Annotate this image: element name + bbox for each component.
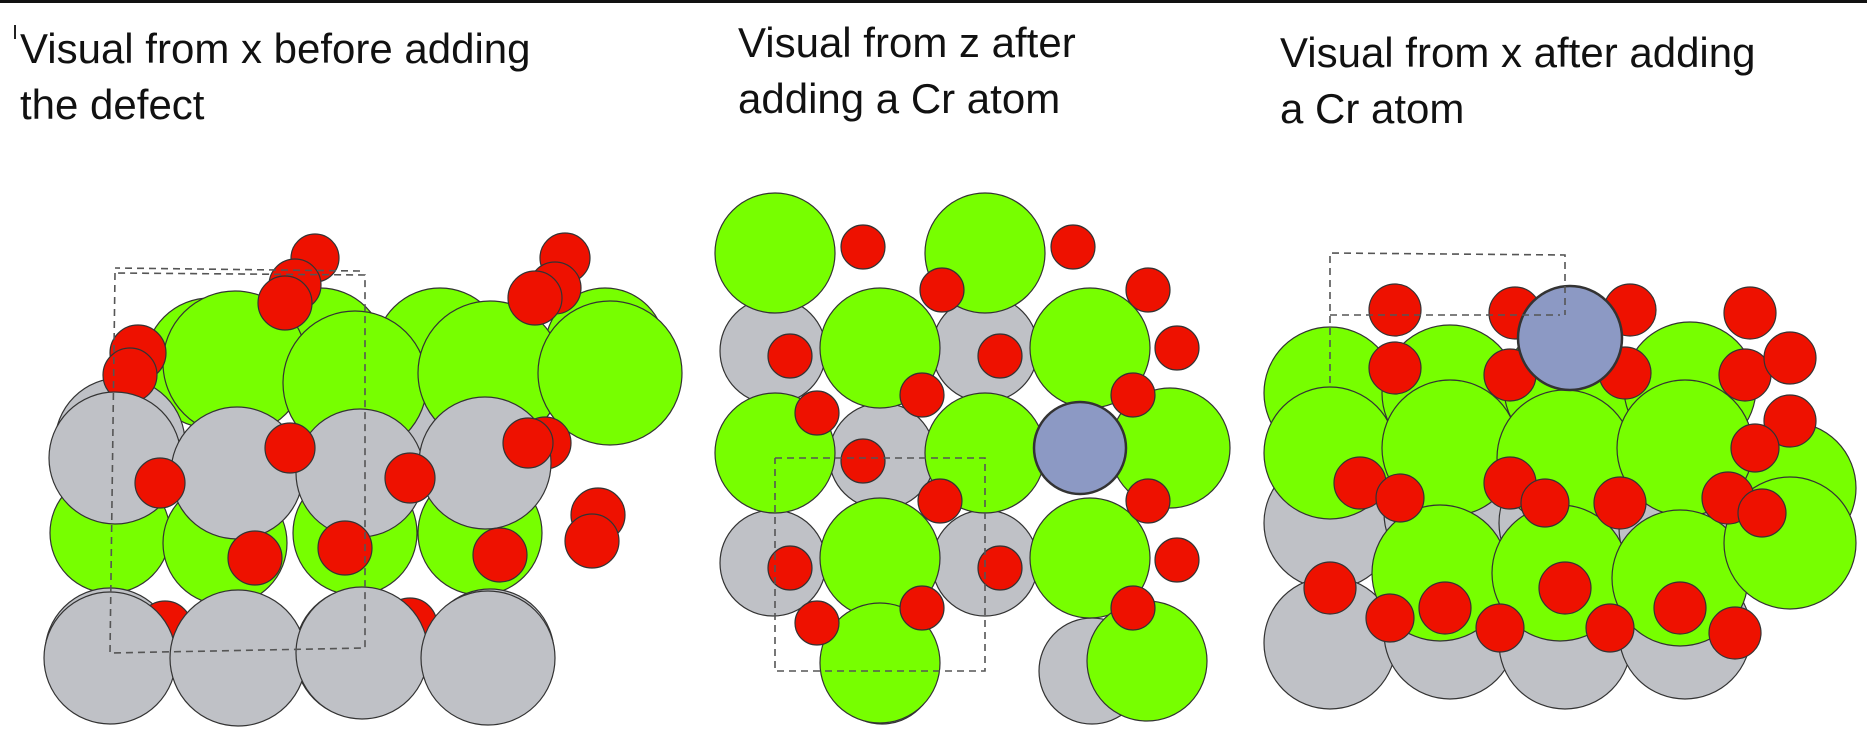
- red-atom: [472, 527, 528, 583]
- red-atom: [1154, 325, 1200, 371]
- red-atom: [257, 275, 313, 331]
- red-atom: [1730, 423, 1780, 473]
- red-atom: [1737, 488, 1787, 538]
- red-atom: [1368, 283, 1422, 337]
- panel-3-atom-model: [1263, 252, 1857, 710]
- red-atom: [977, 333, 1023, 379]
- grey-atom: [295, 586, 429, 720]
- red-atom: [1585, 603, 1635, 653]
- red-atom: [1763, 331, 1817, 385]
- red-atom: [1475, 603, 1525, 653]
- red-atom: [384, 452, 436, 504]
- red-atom: [919, 267, 965, 313]
- red-atom: [794, 390, 840, 436]
- red-atom: [767, 545, 813, 591]
- red-atom: [1418, 581, 1472, 635]
- panel-2-atom-model: [714, 192, 1231, 725]
- red-atom: [840, 224, 886, 270]
- green-atom: [537, 300, 683, 446]
- red-atom: [1110, 372, 1156, 418]
- red-atom: [264, 422, 316, 474]
- unit-cell-outline: [774, 457, 986, 672]
- cr-atom: [1516, 284, 1624, 392]
- green-atom: [1029, 497, 1151, 619]
- unit-cell-outline: [1329, 252, 1566, 383]
- red-atom: [507, 270, 563, 326]
- red-atom: [1520, 478, 1570, 528]
- red-atom: [1303, 561, 1357, 615]
- grey-atom: [420, 590, 556, 726]
- red-atom: [1050, 224, 1096, 270]
- unit-cell-outline: [114, 267, 361, 272]
- red-atom: [1718, 348, 1772, 402]
- grey-atom: [169, 589, 307, 727]
- red-atom: [899, 372, 945, 418]
- red-atom: [1723, 286, 1777, 340]
- red-atom: [794, 600, 840, 646]
- red-atom: [1708, 606, 1762, 660]
- red-atom: [564, 513, 620, 569]
- panel-1-atom-model: [43, 232, 683, 727]
- red-atom: [1110, 585, 1156, 631]
- red-atom: [767, 333, 813, 379]
- red-atom: [1375, 473, 1425, 523]
- red-atom: [1125, 478, 1171, 524]
- green-atom: [714, 192, 836, 314]
- red-atom: [1365, 593, 1415, 643]
- panel-2-caption: Visual from z after adding a Cr atom: [738, 19, 1076, 122]
- red-atom: [134, 457, 186, 509]
- red-atom: [977, 545, 1023, 591]
- corner-tick-mark: [14, 25, 16, 39]
- red-atom: [1154, 537, 1200, 583]
- red-atom: [1763, 394, 1817, 448]
- red-atom: [502, 417, 554, 469]
- atomic-structure-scene: [43, 192, 1857, 727]
- red-atom: [840, 438, 886, 484]
- unit-cell-outline: [109, 272, 366, 654]
- green-atom: [819, 602, 941, 724]
- red-atom: [1368, 341, 1422, 395]
- cr-atom: [1032, 400, 1128, 496]
- red-atom: [1653, 581, 1707, 635]
- red-atom: [1593, 476, 1647, 530]
- red-atom: [317, 520, 373, 576]
- red-atom: [1125, 267, 1171, 313]
- red-atom: [917, 478, 963, 524]
- red-atom: [227, 530, 283, 586]
- panel-1-caption: Visual from x before adding the defect: [20, 25, 531, 128]
- panel-3-caption: Visual from x after adding a Cr atom: [1280, 29, 1756, 132]
- red-atom: [1538, 561, 1592, 615]
- red-atom: [899, 585, 945, 631]
